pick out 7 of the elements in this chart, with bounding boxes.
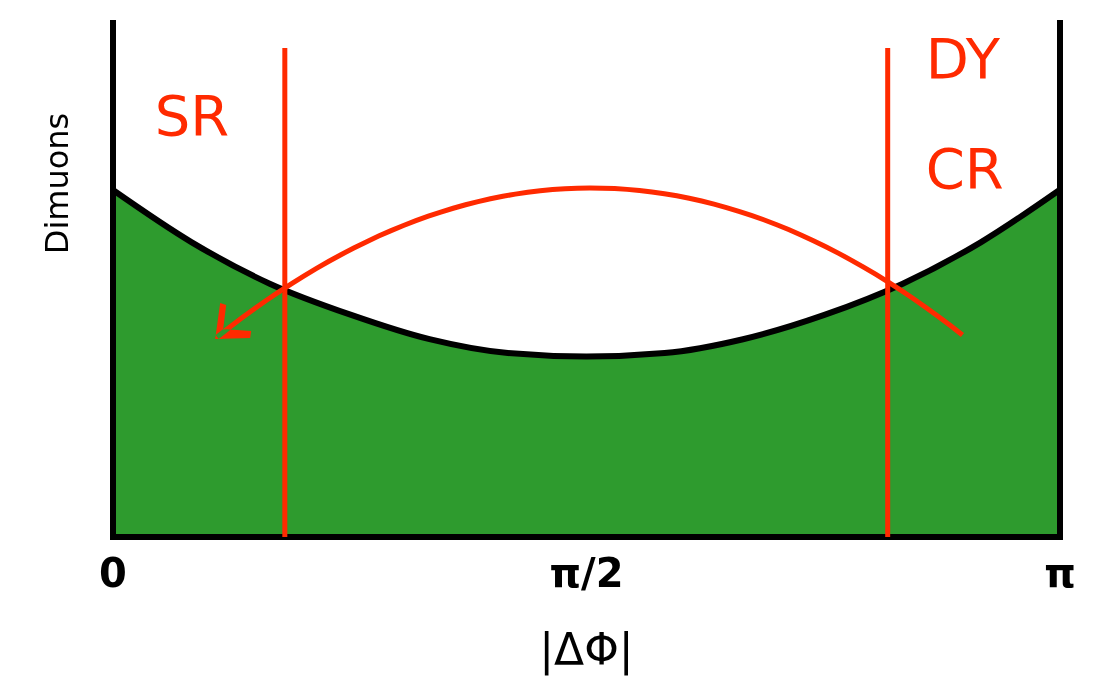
x-tick-label: 0 xyxy=(99,550,127,596)
x-axis-title: |ΔΦ| xyxy=(539,624,634,676)
ref-line-label: SR xyxy=(154,83,230,148)
y-axis-title: Dimuons xyxy=(38,112,76,255)
x-tick-label: π/2 xyxy=(549,550,624,596)
ref-line-label: DY CR xyxy=(925,26,1004,201)
x-tick-label: π xyxy=(1044,550,1076,596)
